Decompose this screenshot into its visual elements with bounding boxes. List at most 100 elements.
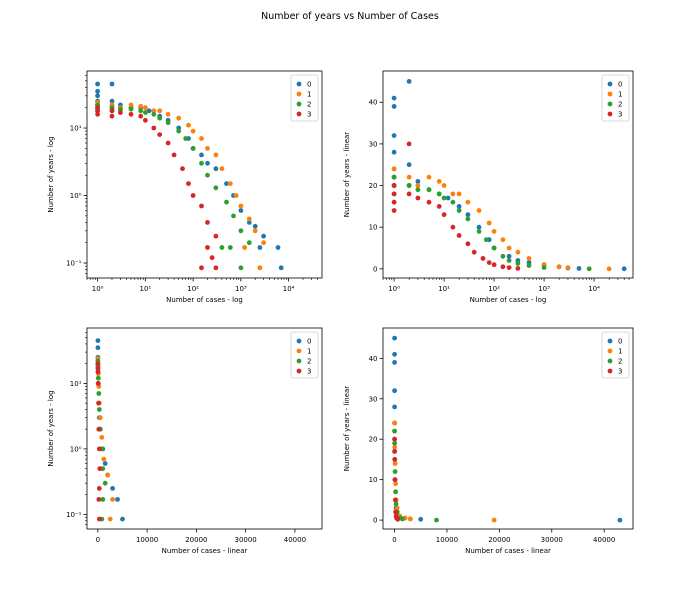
data-point (393, 481, 398, 487)
data-point (491, 229, 497, 234)
legend-label: 2 (618, 358, 622, 366)
data-point (109, 113, 115, 119)
data-point (157, 132, 163, 138)
data-point (138, 113, 144, 119)
data-point (483, 237, 489, 243)
data-point (205, 160, 210, 166)
legend: 0 1 2 3 (290, 74, 319, 122)
data-point (441, 183, 447, 188)
data-point (143, 105, 148, 111)
data-point (180, 166, 185, 172)
data-point (95, 365, 101, 371)
x-tick-label: 10⁰ (388, 285, 400, 293)
data-point (476, 229, 482, 234)
data-point (491, 517, 497, 523)
y-tick-label: 10 (369, 224, 378, 232)
series-3 (95, 361, 103, 522)
data-point (515, 249, 521, 255)
data-point (565, 265, 571, 270)
data-point (246, 240, 252, 246)
data-point (107, 516, 113, 522)
legend-marker (296, 81, 302, 87)
series-3 (391, 141, 521, 271)
data-point (242, 245, 248, 250)
y-tick-label: 10⁰ (70, 192, 82, 200)
legend-box (290, 74, 319, 122)
data-point (224, 199, 229, 205)
data-point (391, 133, 397, 139)
data-point (146, 108, 152, 114)
data-point (209, 255, 215, 261)
data-point (406, 191, 412, 197)
data-point (246, 220, 252, 225)
y-tick-label: 10 (369, 476, 378, 484)
legend-label: 0 (618, 338, 622, 346)
legend-label: 2 (307, 101, 311, 109)
data-point (176, 115, 182, 121)
x-axis-label: Number of cases - linear (465, 547, 551, 555)
data-point (224, 181, 229, 187)
data-point (95, 108, 100, 114)
data-point (436, 204, 442, 209)
axes-frame (86, 70, 323, 279)
data-point (257, 265, 263, 271)
data-point (231, 213, 236, 219)
data-point (391, 183, 397, 188)
data-point (205, 220, 210, 225)
data-point (506, 265, 512, 270)
scatter-points (392, 335, 623, 523)
data-point (110, 486, 115, 491)
data-point (445, 195, 451, 201)
scatter-points (95, 338, 125, 522)
x-tick-label: 30000 (541, 536, 563, 544)
y-tick-label: 0 (373, 517, 377, 525)
data-point (190, 193, 196, 198)
y-tick-label: 20 (369, 182, 378, 190)
data-point (138, 108, 144, 114)
data-point (406, 79, 412, 84)
data-point (95, 375, 101, 381)
series-2 (95, 102, 252, 271)
data-point (392, 351, 397, 357)
data-point (95, 93, 100, 99)
data-point (392, 420, 397, 426)
legend-marker (296, 338, 302, 344)
data-point (128, 111, 134, 117)
data-point (456, 191, 462, 197)
x-tick-label: 10000 (436, 536, 458, 544)
data-point (526, 256, 532, 261)
legend-box (601, 74, 630, 122)
data-point (110, 497, 115, 502)
data-point (506, 245, 512, 251)
data-point (391, 166, 397, 172)
data-point (96, 446, 102, 452)
data-point (252, 223, 258, 229)
legend-marker (296, 368, 302, 374)
y-axis-label: Number of years - log (47, 136, 55, 212)
legend-label: 3 (307, 111, 311, 119)
data-point (391, 174, 397, 180)
data-point (165, 140, 171, 146)
data-point (500, 237, 506, 243)
data-point (118, 110, 123, 115)
x-tick-label: 0 (392, 536, 396, 544)
data-point (186, 181, 191, 187)
legend-marker (607, 338, 613, 344)
x-tick-label: 10⁴ (283, 285, 295, 293)
data-point (157, 115, 163, 121)
data-point (151, 125, 157, 131)
series-1 (95, 356, 115, 522)
data-point (128, 106, 134, 112)
data-point (199, 136, 204, 141)
data-point (426, 199, 432, 205)
subplot-1: 10⁰ 10¹ 10² 10³ 10⁴ 10⁻¹ 10⁰ 10¹ Number of cases… (47, 70, 323, 304)
data-point (213, 265, 219, 271)
data-point (541, 265, 547, 270)
data-point (143, 117, 148, 123)
scatter-points (391, 79, 627, 272)
data-point (415, 183, 421, 188)
data-point (205, 245, 210, 250)
